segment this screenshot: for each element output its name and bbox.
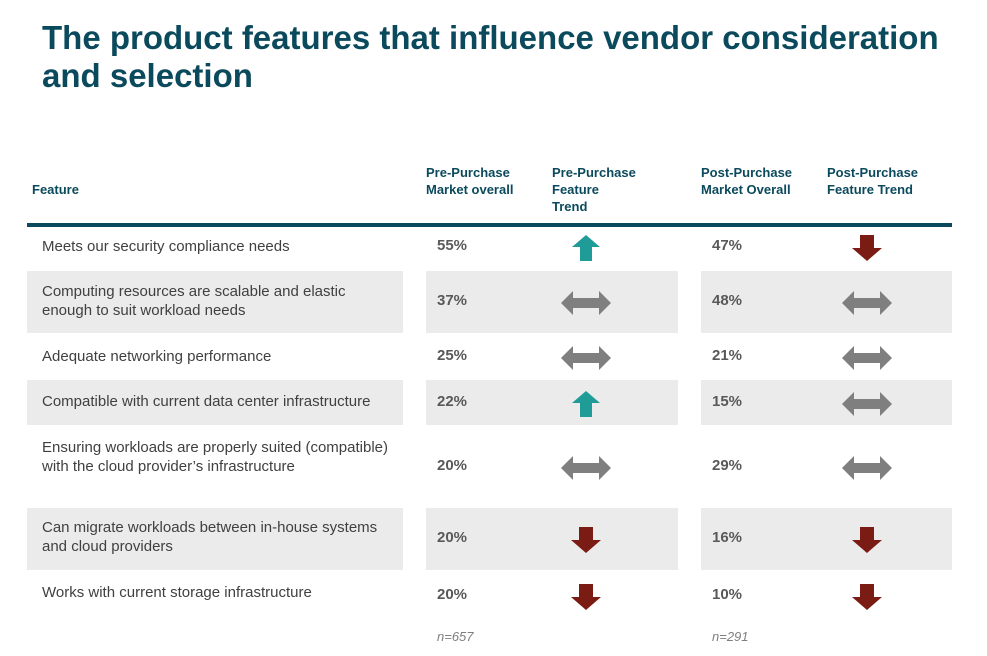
trend-flat-icon xyxy=(561,456,611,480)
trend-arrow xyxy=(841,344,893,377)
post-purchase-value: 16% xyxy=(712,529,743,546)
header-pre-trend-line3: Trend xyxy=(552,199,588,214)
table-cell-bg xyxy=(426,380,678,425)
trend-up-icon xyxy=(572,391,600,417)
post-purchase-value: 21% xyxy=(712,347,743,364)
post-sample-size: n=291 xyxy=(712,629,749,644)
header-post-trend: Post-Purchase Feature Trend xyxy=(827,164,947,198)
post-purchase-value: 48% xyxy=(712,292,743,309)
table-cell-bg xyxy=(27,380,403,425)
header-pre-overall: Pre-Purchase Market overall xyxy=(426,165,514,197)
trend-flat-icon xyxy=(561,291,611,315)
post-purchase-value: 29% xyxy=(712,457,743,474)
header-post-overall-line2: Market Overall xyxy=(701,182,791,197)
trend-up-icon xyxy=(572,235,600,261)
pre-purchase-value: 37% xyxy=(437,292,468,309)
trend-down-icon xyxy=(571,584,601,610)
header-feature: Feature xyxy=(32,182,79,197)
feature-label: Computing resources are scalable and ela… xyxy=(42,283,346,319)
trend-arrow xyxy=(841,390,893,423)
trend-down-icon xyxy=(852,527,882,553)
post-purchase-value: 15% xyxy=(712,393,743,410)
trend-flat-icon xyxy=(842,456,892,480)
feature-label: Adequate networking performance xyxy=(42,348,272,365)
header-pre-trend: Pre-Purchase Feature Trend xyxy=(552,164,662,215)
header-post-trend-line1: Post-Purchase xyxy=(827,165,919,180)
trend-arrow xyxy=(851,234,883,267)
trend-arrow xyxy=(560,344,612,377)
trend-down-icon xyxy=(852,235,882,261)
trend-arrow xyxy=(571,390,601,423)
trend-arrow xyxy=(851,583,883,616)
trend-arrow xyxy=(560,289,612,322)
table-cell-bg xyxy=(426,271,678,333)
page-title: The product features that influence vend… xyxy=(42,19,939,94)
header-post-overall: Post-Purchase Market Overall xyxy=(701,164,821,198)
pre-sample-size: n=657 xyxy=(437,629,474,644)
trend-flat-icon xyxy=(561,346,611,370)
pre-purchase-value: 22% xyxy=(437,393,468,410)
feature-label: Ensuring workloads are properly suited (… xyxy=(42,439,388,475)
feature-label: Works with current storage infrastructur… xyxy=(42,584,312,601)
post-purchase-value: 47% xyxy=(712,237,743,254)
pre-purchase-value: 55% xyxy=(437,237,468,254)
table-cell-bg xyxy=(701,508,952,570)
table-row: Can migrate workloads between in-house s… xyxy=(0,508,987,570)
table-cell-bg xyxy=(426,508,678,570)
trend-flat-icon xyxy=(842,346,892,370)
trend-flat-icon xyxy=(842,291,892,315)
table-cell-bg xyxy=(701,380,952,425)
table-cell-bg xyxy=(27,508,403,570)
trend-arrow xyxy=(570,583,602,616)
pre-purchase-value: 20% xyxy=(437,586,468,603)
table-cell-bg xyxy=(701,271,952,333)
header-post-trend-line2: Feature Trend xyxy=(827,182,913,197)
trend-arrow xyxy=(841,454,893,487)
table-row: Works with current storage infrastructur… xyxy=(0,573,987,618)
table-row: Meets our security compliance needs 55% 47… xyxy=(0,227,987,267)
trend-arrow xyxy=(570,526,602,559)
header-pre-trend-line2: Feature xyxy=(552,182,599,197)
trend-arrow xyxy=(851,526,883,559)
trend-arrow xyxy=(571,234,601,267)
table-row: Adequate networking performance 25% 21% xyxy=(0,337,987,377)
trend-arrow xyxy=(841,289,893,322)
table-row: Ensuring workloads are properly suited (… xyxy=(0,429,987,504)
trend-down-icon xyxy=(571,527,601,553)
header-rule xyxy=(27,223,952,227)
pre-purchase-value: 20% xyxy=(437,457,468,474)
trend-arrow xyxy=(560,454,612,487)
table-row: Compatible with current data center infr… xyxy=(0,380,987,425)
feature-label: Can migrate workloads between in-house s… xyxy=(42,519,378,555)
table-cell-bg xyxy=(27,271,403,333)
pre-purchase-value: 25% xyxy=(437,347,468,364)
feature-label: Compatible with current data center infr… xyxy=(42,393,371,410)
header-post-overall-line1: Post-Purchase xyxy=(701,165,793,180)
trend-down-icon xyxy=(852,584,882,610)
pre-purchase-value: 20% xyxy=(437,529,468,546)
trend-flat-icon xyxy=(842,392,892,416)
header-pre-trend-line1: Pre-Purchase xyxy=(552,165,636,180)
feature-label: Meets our security compliance needs xyxy=(42,238,290,255)
post-purchase-value: 10% xyxy=(712,586,743,603)
table-row: Computing resources are scalable and ela… xyxy=(0,271,987,333)
